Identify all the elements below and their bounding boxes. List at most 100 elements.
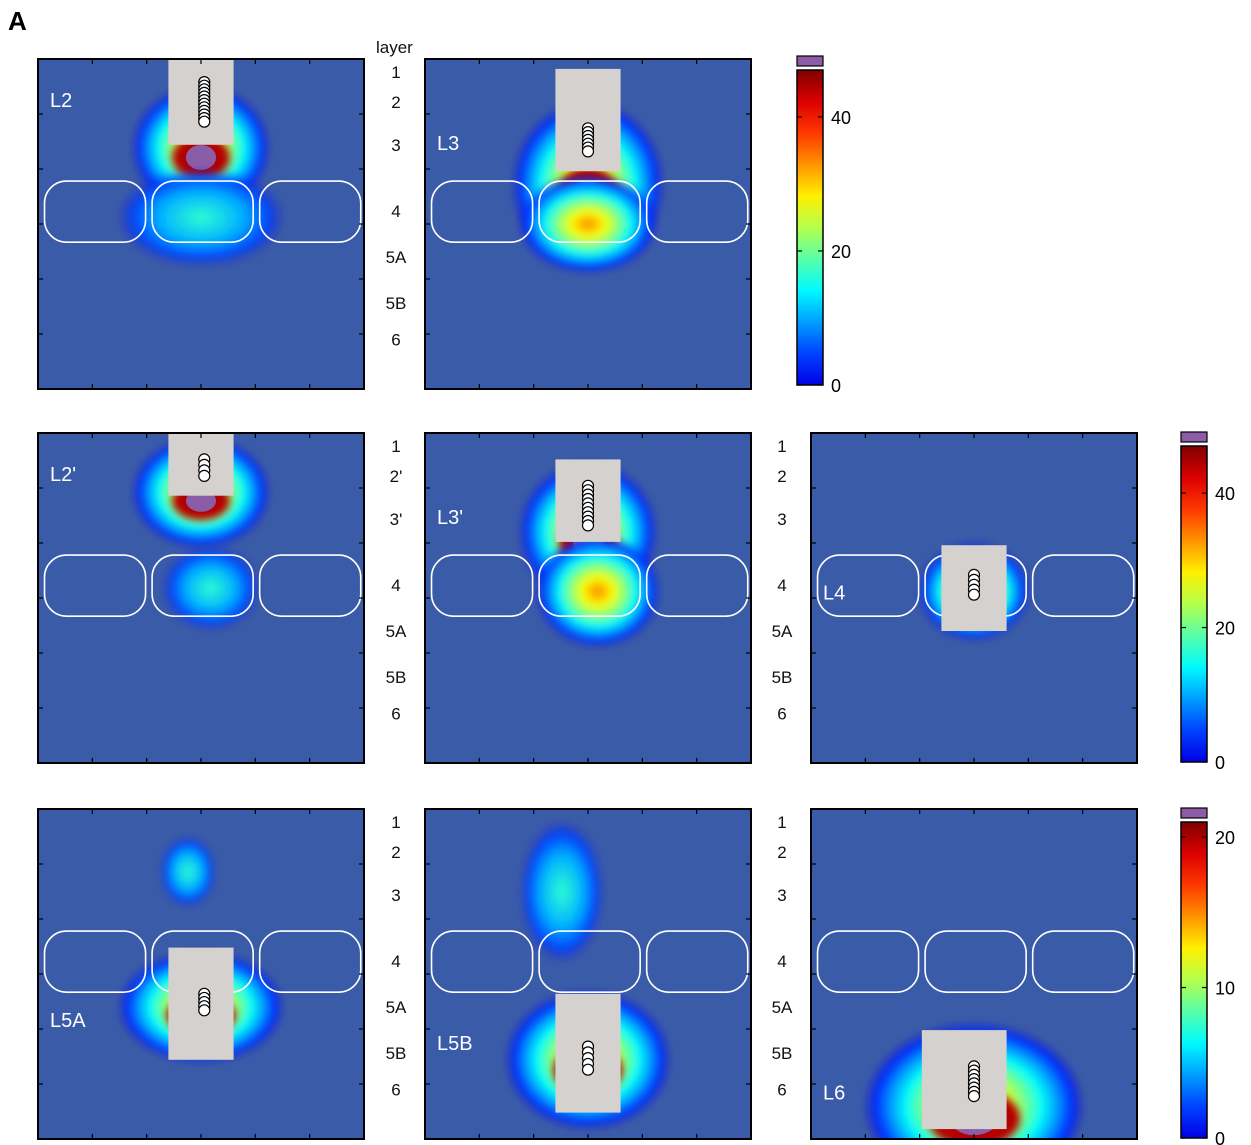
layer-label: 2 [391,843,400,862]
layer-label: 6 [777,705,786,724]
layer-label: 1 [391,813,400,832]
heatmap-panel-l2: L2 1 2 3 4 5A 5B 6 [37,58,407,390]
panel-label: L3 [437,133,459,155]
layer-label: 2 [777,843,786,862]
layer-label: 3 [391,136,400,155]
colorbar-tick-label: 0 [1215,1129,1225,1145]
layer-label: 1 [777,813,786,832]
heatmap-panel-l3prime: L3' 1 2 3 4 5A 5B 6 [424,432,793,764]
layer-label: 4 [777,576,786,595]
heatmap-panel-l6: L6 [810,808,1138,1140]
layer-label: 2' [390,467,403,486]
barrel-outline [151,180,254,243]
layer-label: 6 [777,1081,786,1100]
panel-label: L3' [437,507,463,529]
layer-label: 5A [772,622,793,641]
hot-spot [519,175,657,273]
barrel-outline [645,180,749,243]
layer-label: 3' [390,510,403,529]
barrel-outline [258,180,362,243]
recording-site-marker [581,145,595,158]
barrel-outline [430,554,534,617]
panel-label: L2 [50,90,72,112]
layer-label: 5B [386,294,407,313]
layer-label: 5B [386,1044,407,1063]
layer-label: 3 [391,886,400,905]
barrel-outline [816,930,920,993]
colorbar-tick-label: 10 [1215,979,1235,999]
barrel-outline [538,180,641,243]
panel-label: L5A [50,1010,86,1032]
barrel-outline [258,554,362,617]
layer-label: 5A [386,248,407,267]
barrel-outline [1031,930,1135,993]
layer-label: 3 [777,510,786,529]
layer-label: 5B [772,668,793,687]
panel-label: L4 [823,582,845,604]
colorbar-gradient [1180,821,1208,1139]
barrel-outline [43,180,147,243]
heatmap-panel-l5a: L5A 1 2 3 4 5A 5B 6 [37,808,407,1140]
hot-spot [520,822,603,961]
colorbar: 0 20 40 [1180,431,1235,773]
recording-site-marker [198,1004,211,1017]
heatmap-panel-l4: L4 [810,432,1138,764]
layer-label: 5A [772,998,793,1017]
stimulus-site-box [921,1030,1007,1130]
layer-label: 5A [386,998,407,1017]
hot-spot [118,168,284,266]
colorbar-tick-label: 20 [831,242,851,262]
barrel-outline [43,554,147,617]
colorbar: 0 10 20 [1180,807,1235,1145]
colorbar-saturation-cap [1180,807,1208,819]
saturation-region [185,144,217,170]
layer-label: 3 [777,886,786,905]
panel-label: L6 [823,1082,845,1104]
colorbar-tick-label: 0 [1215,753,1225,773]
recording-site-marker [967,1089,981,1103]
colorbar-gradient [796,69,824,386]
recording-site-marker [581,519,595,532]
layer-label: 2 [391,93,400,112]
barrel-outline [430,930,534,993]
barrel-outline [538,930,641,993]
recording-site-marker [198,469,211,482]
layer-label: 1 [391,437,400,456]
heatmap-panel-l3: L3 [424,58,752,390]
panel-label: L2' [50,464,76,486]
layer-label: 1 [391,63,400,82]
barrel-outline [816,554,920,617]
layer-label: 4 [391,576,400,595]
colorbar-tick-label: 20 [1215,619,1235,639]
layer-label: 6 [391,705,400,724]
layer-label: 2 [777,467,786,486]
recording-site-marker [967,588,981,601]
colorbar-tick-label: 20 [1215,828,1235,848]
heatmap-panel-l2prime: L2' 1 2' 3' 4 5A 5B 6 [37,432,407,764]
layer-label: 1 [777,437,786,456]
colorbar-tick-label: 40 [831,108,851,128]
hot-spot [160,837,216,907]
barrel-outline [1031,554,1135,617]
panel-letter: A [8,6,27,36]
layer-label: 6 [391,331,400,350]
colorbar-tick-label: 0 [831,376,841,396]
layer-label: 5B [772,1044,793,1063]
barrel-outline [151,554,254,617]
panel-label: L5B [437,1033,473,1055]
colorbar-saturation-cap [796,55,824,67]
recording-site-marker [581,1063,595,1076]
colorbar-saturation-cap [1180,431,1208,443]
barrel-outline [430,180,534,243]
barrel-outline [924,930,1027,993]
layer-label: 4 [391,202,400,221]
barrel-outline [258,930,362,993]
layer-label: 4 [391,952,400,971]
colorbar-gradient [1180,445,1208,763]
layer-label: 6 [391,1081,400,1100]
layer-label: 5B [386,668,407,687]
colorbar-tick-label: 40 [1215,484,1235,504]
barrel-outline [538,554,641,617]
heatmap-panel-l5b: L5B 1 2 3 4 5A 5B 6 [424,808,793,1140]
